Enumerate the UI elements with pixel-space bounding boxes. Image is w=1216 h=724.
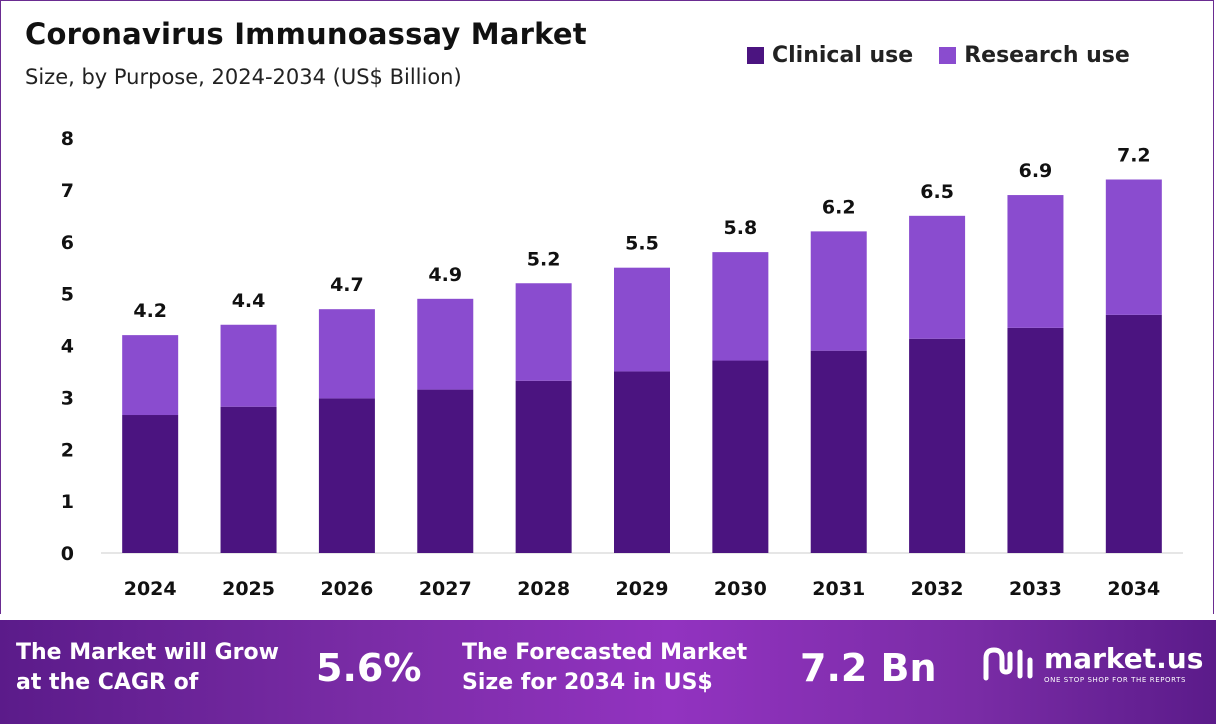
legend-item-research[interactable]: Research use [939, 43, 1130, 68]
y-tick-label: 2 [61, 439, 74, 461]
x-tick-label: 2026 [320, 578, 373, 600]
cagr-value: 5.6% [316, 646, 422, 690]
bar-segment-clinical [909, 338, 966, 553]
y-tick-label: 8 [61, 128, 74, 150]
cagr-label: The Market will Grow at the CAGR of [16, 640, 279, 695]
y-tick-label: 6 [61, 232, 74, 254]
bar-segment-clinical [122, 415, 179, 553]
bar-segment-research [810, 231, 867, 351]
bar-segment-research [712, 252, 769, 361]
bar-segment-research [909, 215, 966, 339]
bar-segment-clinical [614, 371, 670, 553]
legend: Clinical use Research use [747, 43, 1130, 68]
bar-total-label: 4.2 [133, 300, 167, 322]
bar-segment-clinical [712, 360, 769, 553]
y-tick-label: 4 [61, 336, 74, 358]
x-tick-label: 2030 [714, 578, 767, 600]
bar-segment-research [122, 335, 179, 416]
bar-total-label: 6.9 [1019, 160, 1053, 182]
x-tick-label: 2029 [616, 578, 669, 600]
legend-swatch-research [939, 47, 957, 64]
y-tick-label: 3 [61, 387, 74, 409]
bar-total-label: 4.9 [428, 264, 462, 286]
y-tick-label: 7 [61, 180, 74, 202]
bar-segment-clinical [417, 389, 474, 553]
bar-total-label: 6.5 [920, 181, 954, 203]
x-tick-label: 2031 [812, 578, 865, 600]
bar-segment-research [318, 309, 375, 399]
brand-tagline: ONE STOP SHOP FOR THE REPORTS [1044, 676, 1187, 684]
brand[interactable]: market.us ONE STOP SHOP FOR THE REPORTS [980, 644, 1203, 684]
legend-item-clinical[interactable]: Clinical use [747, 43, 913, 68]
bar-total-label: 4.4 [232, 290, 266, 312]
bar-total-label: 6.2 [822, 196, 856, 218]
bar-segment-research [1007, 195, 1064, 328]
x-tick-label: 2025 [222, 578, 275, 600]
forecast-label: The Forecasted Market Size for 2034 in U… [462, 640, 748, 695]
bar-total-label: 7.2 [1117, 145, 1151, 167]
bar-total-label: 5.2 [527, 248, 561, 270]
bar-segment-clinical [220, 406, 277, 553]
bar-segment-clinical [515, 380, 572, 553]
bar-segment-clinical [1105, 314, 1162, 553]
bar-total-label: 4.7 [330, 274, 364, 296]
summary-banner: The Market will Grow at the CAGR of 5.6%… [0, 620, 1216, 724]
bar-segment-research [1105, 179, 1162, 315]
x-tick-label: 2032 [911, 578, 964, 600]
bar-segment-clinical [1007, 327, 1064, 553]
bar-total-label: 5.5 [625, 233, 659, 255]
market-us-logo-icon [983, 647, 1033, 681]
chart-frame: Coronavirus Immunoassay Market Size, by … [0, 0, 1214, 614]
bar-segment-clinical [318, 398, 375, 553]
y-tick-label: 5 [61, 284, 74, 306]
x-tick-label: 2028 [517, 578, 570, 600]
x-tick-label: 2024 [124, 578, 177, 600]
y-tick-label: 1 [61, 491, 74, 513]
bar-segment-research [220, 324, 277, 407]
bar-total-label: 5.8 [724, 217, 758, 239]
forecast-value: 7.2 Bn [800, 646, 937, 690]
x-tick-label: 2033 [1009, 578, 1062, 600]
bar-segment-research [515, 283, 572, 381]
y-tick-label: 0 [61, 543, 74, 565]
bar-chart: 0 1 2 3 4 5 6 7 8 4.2 2024 4.4 2025 4.7 2026 4.9 2027 5.2… [61, 128, 1183, 600]
legend-label-clinical: Clinical use [772, 43, 914, 68]
chart-subtitle: Size, by Purpose, 2024-2034 (US$ Billion… [25, 65, 462, 89]
x-tick-label: 2034 [1107, 578, 1160, 600]
brand-name: market.us [1044, 642, 1204, 675]
bar-segment-research [417, 298, 474, 390]
chart-title: Coronavirus Immunoassay Market [25, 17, 587, 51]
bar-segment-clinical [810, 350, 867, 553]
legend-swatch-clinical [747, 47, 764, 64]
x-tick-label: 2027 [419, 578, 472, 600]
legend-label-research: Research use [964, 43, 1130, 68]
bar-segment-research [614, 267, 670, 372]
